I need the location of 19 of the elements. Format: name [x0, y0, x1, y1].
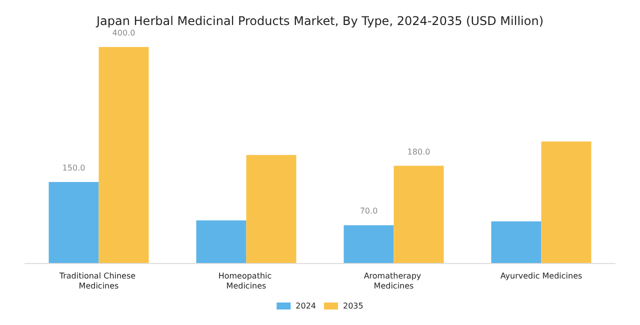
bar [394, 166, 444, 263]
x-tick-label: Ayurvedic Medicines [500, 272, 582, 280]
bar [344, 225, 394, 263]
data-label: 400.0 [112, 28, 136, 38]
x-tick-label: Homeopathic Medicines [218, 272, 274, 290]
legend-label: 2035 [343, 302, 364, 310]
bar [196, 220, 246, 263]
bar [246, 155, 296, 263]
data-label: 180.0 [407, 147, 430, 156]
chart-title: Japan Herbal Medicinal Products Market, By Type, 2024-2035 (USD Million) [96, 14, 544, 28]
bar [491, 221, 542, 263]
data-label: 150.0 [62, 164, 86, 172]
x-tick-label: Traditional Chinese Medicines [58, 272, 138, 290]
legend-label: 2024 [296, 302, 316, 310]
data-label: 70.0 [360, 206, 378, 216]
bar [541, 142, 592, 263]
bar [48, 182, 99, 263]
x-tick-label: Aromatherapy Medicines [364, 272, 424, 290]
bar [98, 47, 149, 263]
